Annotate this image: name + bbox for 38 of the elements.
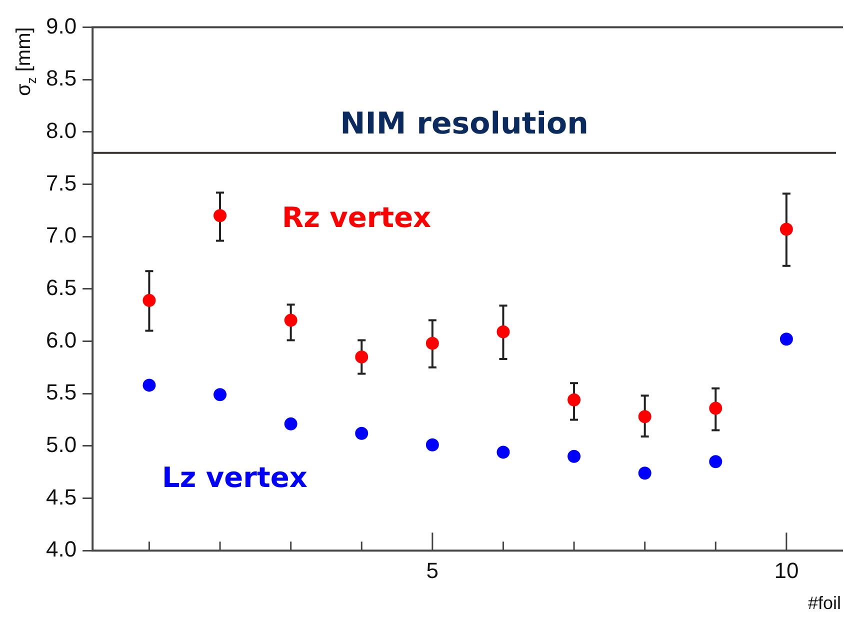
point bbox=[496, 446, 510, 459]
x-axis-title: #foil bbox=[808, 593, 842, 613]
y-tick-label: 8.5 bbox=[46, 66, 77, 91]
point bbox=[142, 378, 156, 392]
point bbox=[709, 402, 722, 415]
point bbox=[284, 314, 298, 327]
point bbox=[496, 325, 510, 338]
x-tick-label: 5 bbox=[426, 558, 439, 583]
x-tick-label: 10 bbox=[774, 558, 799, 583]
y-axis-title: σz [mm] bbox=[13, 27, 39, 96]
point bbox=[284, 417, 298, 430]
point bbox=[426, 438, 439, 452]
y-tick-label: 4.5 bbox=[46, 484, 77, 510]
point bbox=[638, 466, 652, 480]
point bbox=[142, 294, 156, 307]
y-tick-label: 4.0 bbox=[46, 536, 77, 562]
y-tick-label: 9.0 bbox=[46, 13, 77, 38]
y-tick-label: 7.0 bbox=[46, 222, 77, 248]
point bbox=[214, 388, 227, 402]
point bbox=[709, 455, 722, 468]
point bbox=[355, 350, 368, 364]
point bbox=[780, 222, 793, 236]
y-tick-label: 6.0 bbox=[46, 327, 77, 352]
y-tick-label: 6.5 bbox=[46, 274, 77, 300]
point bbox=[355, 426, 368, 440]
ref-line-label: NIM resolution bbox=[340, 106, 588, 142]
y-tick-label: 5.0 bbox=[46, 432, 77, 457]
series-label: Lz vertex bbox=[162, 460, 308, 494]
text: Rz vertex bbox=[282, 200, 432, 234]
y-tick-label: 8.0 bbox=[46, 118, 77, 143]
y-tick-label: 5.5 bbox=[46, 380, 77, 405]
point bbox=[780, 332, 793, 346]
point bbox=[568, 450, 581, 463]
point bbox=[426, 336, 439, 350]
point bbox=[638, 410, 652, 424]
point bbox=[568, 393, 581, 406]
y-tick-label: 7.5 bbox=[46, 170, 77, 196]
point bbox=[214, 209, 227, 222]
